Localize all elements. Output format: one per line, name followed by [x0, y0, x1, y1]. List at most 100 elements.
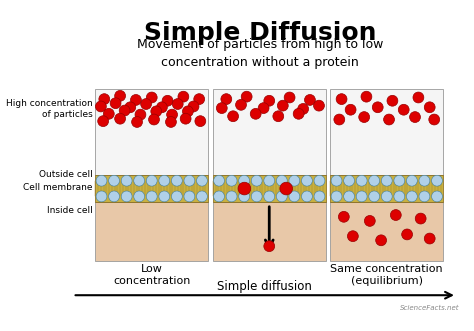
Circle shape [301, 175, 312, 186]
Circle shape [365, 215, 375, 226]
Text: Cell membrane: Cell membrane [23, 183, 92, 192]
Circle shape [289, 191, 300, 202]
Circle shape [314, 175, 325, 186]
Circle shape [167, 109, 177, 120]
Text: Same concentration
(equilibrium): Same concentration (equilibrium) [330, 264, 443, 286]
Circle shape [125, 102, 136, 113]
Circle shape [429, 114, 440, 125]
Circle shape [331, 175, 342, 186]
Circle shape [345, 104, 356, 115]
Circle shape [359, 112, 370, 122]
Circle shape [298, 104, 309, 114]
Circle shape [130, 95, 141, 105]
Circle shape [314, 191, 325, 202]
Circle shape [96, 191, 107, 202]
Circle shape [419, 191, 430, 202]
Circle shape [197, 175, 208, 186]
Text: Inside cell: Inside cell [47, 206, 92, 215]
Circle shape [387, 95, 398, 106]
Circle shape [369, 175, 380, 186]
Circle shape [98, 116, 109, 126]
Circle shape [95, 101, 106, 112]
Circle shape [331, 191, 342, 202]
Circle shape [159, 191, 170, 202]
Circle shape [134, 175, 145, 186]
Circle shape [376, 235, 386, 246]
Circle shape [96, 175, 107, 186]
Circle shape [406, 191, 417, 202]
Bar [95, 89, 208, 175]
Circle shape [239, 191, 250, 202]
Circle shape [214, 191, 225, 202]
Circle shape [361, 91, 372, 102]
Circle shape [221, 94, 232, 105]
Circle shape [344, 175, 355, 186]
Circle shape [338, 212, 349, 222]
Circle shape [178, 91, 189, 102]
Circle shape [173, 99, 183, 110]
Circle shape [99, 94, 109, 105]
Circle shape [413, 92, 424, 103]
Bar [95, 175, 208, 202]
Circle shape [382, 175, 392, 186]
Circle shape [188, 101, 199, 112]
Circle shape [184, 191, 195, 202]
Circle shape [195, 116, 206, 126]
Text: Simple diffusion: Simple diffusion [217, 280, 312, 293]
Circle shape [372, 102, 383, 113]
Circle shape [356, 191, 367, 202]
Circle shape [336, 94, 347, 105]
Circle shape [264, 191, 274, 202]
Circle shape [121, 191, 132, 202]
Circle shape [251, 191, 262, 202]
Circle shape [184, 175, 195, 186]
Circle shape [431, 175, 442, 186]
Circle shape [276, 191, 287, 202]
Circle shape [293, 108, 304, 119]
Circle shape [115, 90, 126, 101]
Circle shape [239, 175, 250, 186]
Circle shape [135, 109, 146, 120]
Circle shape [250, 108, 261, 119]
Text: Simple Diffusion: Simple Diffusion [144, 21, 376, 45]
Circle shape [214, 175, 225, 186]
Circle shape [394, 191, 405, 202]
Circle shape [172, 175, 182, 186]
Circle shape [264, 95, 274, 106]
Circle shape [216, 103, 227, 114]
Circle shape [180, 113, 191, 124]
Circle shape [109, 191, 119, 202]
Bar [213, 202, 326, 261]
Circle shape [394, 175, 405, 186]
Circle shape [134, 191, 145, 202]
Text: ScienceFacts.net: ScienceFacts.net [400, 305, 459, 310]
Circle shape [226, 175, 237, 186]
Circle shape [273, 111, 284, 122]
Circle shape [165, 117, 176, 127]
Circle shape [159, 175, 170, 186]
Circle shape [172, 191, 182, 202]
Bar [213, 89, 326, 175]
Circle shape [121, 175, 132, 186]
Circle shape [369, 191, 380, 202]
Circle shape [334, 114, 345, 125]
Circle shape [151, 106, 162, 117]
Text: High concentration
of particles: High concentration of particles [6, 99, 92, 119]
Circle shape [424, 102, 435, 113]
Circle shape [431, 191, 442, 202]
Circle shape [347, 231, 358, 242]
Circle shape [141, 99, 152, 110]
Circle shape [162, 95, 173, 106]
Circle shape [146, 191, 157, 202]
Bar [330, 175, 443, 202]
Circle shape [258, 103, 269, 114]
Circle shape [280, 182, 292, 195]
Text: Outside cell: Outside cell [39, 169, 92, 178]
Circle shape [182, 106, 193, 117]
Circle shape [304, 95, 315, 105]
Circle shape [241, 91, 252, 102]
Circle shape [284, 92, 295, 103]
Circle shape [415, 213, 426, 224]
Circle shape [264, 241, 274, 252]
Circle shape [103, 108, 114, 119]
